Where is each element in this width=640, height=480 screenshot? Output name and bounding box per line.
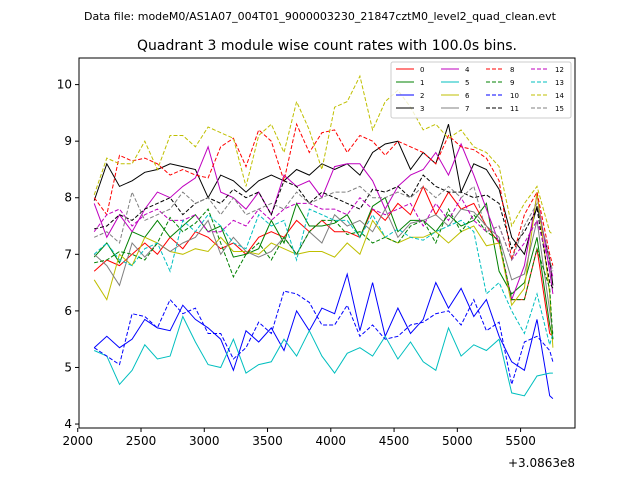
x-tick-label-2500: 2500 (126, 434, 157, 448)
series-line-2 (93, 272, 554, 399)
y-axis-ticks: 4 5 6 7 8 9 10 (57, 78, 79, 431)
x-axis-offset-label: +3.0863e8 (508, 456, 575, 470)
x-axis-ticks: 2000 2500 3000 3500 4000 4500 5000 5500 (62, 428, 536, 448)
series-line-11 (94, 174, 554, 289)
legend-label-3: 3 (420, 105, 424, 113)
x-tick-label-4000: 4000 (316, 434, 347, 448)
legend-label-5: 5 (465, 79, 469, 87)
legend-label-6: 6 (465, 92, 470, 100)
x-tick-label-4500: 4500 (379, 434, 410, 448)
y-tick-label-6: 6 (64, 304, 72, 318)
legend-label-9: 9 (510, 79, 514, 87)
x-tick-label-2000: 2000 (62, 434, 93, 448)
series-line-3 (93, 124, 554, 286)
chart-title: Quadrant 3 module wise count rates with … (137, 38, 517, 54)
legend-label-8: 8 (510, 66, 514, 74)
legend-label-7: 7 (465, 105, 469, 113)
x-tick-label-3000: 3000 (189, 434, 220, 448)
series-line-5 (93, 315, 553, 397)
x-tick-label-3500: 3500 (252, 434, 283, 448)
plot-series (93, 74, 554, 399)
legend-label-1: 1 (420, 79, 424, 87)
y-tick-label-10: 10 (57, 78, 72, 92)
data-file-suptitle: Data file: modeM0/AS1A07_004T01_90000032… (84, 10, 557, 23)
series-line-13 (93, 208, 554, 347)
series-line-15 (93, 185, 554, 272)
series-line-0 (93, 185, 554, 337)
y-tick-label-9: 9 (64, 134, 72, 148)
x-tick-label-5500: 5500 (505, 434, 536, 448)
series-line-1 (93, 196, 554, 340)
series-line-4 (93, 142, 554, 302)
legend-label-14: 14 (555, 92, 564, 100)
series-line-8 (93, 122, 554, 266)
y-tick-label-4: 4 (64, 417, 72, 431)
legend-label-0: 0 (420, 66, 424, 74)
y-tick-label-8: 8 (64, 191, 72, 205)
plot-area-frame (78, 57, 576, 429)
legend-label-2: 2 (420, 92, 424, 100)
legend-label-4: 4 (465, 66, 470, 74)
legend-label-11: 11 (510, 105, 519, 113)
legend-label-13: 13 (555, 79, 564, 87)
legend-label-10: 10 (510, 92, 519, 100)
series-line-9 (94, 207, 554, 340)
y-tick-label-7: 7 (64, 247, 72, 261)
legend-box (390, 61, 572, 119)
series-line-10 (93, 290, 554, 385)
series-line-12 (93, 196, 554, 278)
legend-label-12: 12 (555, 66, 564, 74)
series-line-6 (93, 192, 554, 348)
legend-label-15: 15 (555, 105, 564, 113)
y-tick-label-5: 5 (64, 360, 72, 374)
series-line-14 (93, 74, 554, 235)
x-tick-label-5000: 5000 (442, 434, 473, 448)
